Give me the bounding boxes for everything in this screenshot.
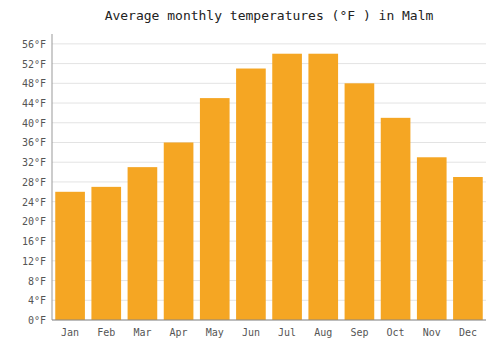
x-tick-label: Nov xyxy=(423,327,441,338)
y-tick-label: 28°F xyxy=(22,177,46,188)
y-tick-label: 48°F xyxy=(22,78,46,89)
bar xyxy=(345,83,375,320)
x-tick-label: Feb xyxy=(97,327,115,338)
x-axis: Jan Feb Mar Apr May Jun Jul Aug Sep Oct Nov Dec xyxy=(52,320,486,338)
bar xyxy=(417,157,447,320)
bar xyxy=(128,167,158,320)
grid-line xyxy=(52,103,486,104)
x-axis-line xyxy=(52,320,486,321)
y-tick-label: 12°F xyxy=(22,256,46,267)
bar xyxy=(164,142,194,320)
x-tick-label: Sep xyxy=(350,327,368,338)
bar xyxy=(272,54,302,320)
y-tick-label: 40°F xyxy=(22,118,46,129)
y-tick-label: 56°F xyxy=(22,39,46,50)
bar xyxy=(453,177,483,320)
grid-line xyxy=(52,63,486,64)
y-tick-label: 32°F xyxy=(22,157,46,168)
x-tick-label: Jun xyxy=(242,327,260,338)
bar xyxy=(55,192,85,320)
x-tick-label: Aug xyxy=(314,327,332,338)
y-tick-label: 52°F xyxy=(22,59,46,70)
bar xyxy=(200,98,230,320)
x-tick-label: Oct xyxy=(387,327,405,338)
x-tick-label: Jul xyxy=(278,327,296,338)
grid-line xyxy=(52,43,486,44)
x-tick-label: Dec xyxy=(459,327,477,338)
grid-line xyxy=(52,320,486,321)
grid-line xyxy=(52,122,486,123)
x-tick-label: Apr xyxy=(170,327,188,338)
y-tick-label: 36°F xyxy=(22,137,46,148)
x-tick-label: May xyxy=(206,327,224,338)
y-tick-label: 16°F xyxy=(22,236,46,247)
bar xyxy=(236,69,266,320)
y-axis-line xyxy=(52,34,53,320)
title: Average monthly temperatures (°F ) in Ma… xyxy=(105,8,434,23)
y-tick-label: 44°F xyxy=(22,98,46,109)
y-axis: 0°F 4°F 8°F 12°F 16°F 20°F 24°F 28°F 32°F 36°F 40°… xyxy=(22,34,52,326)
chart-svg: Average monthly temperatures (°F ) in Ma… xyxy=(0,0,500,350)
bars xyxy=(55,54,482,320)
y-tick-label: 4°F xyxy=(28,295,46,306)
y-tick-label: 8°F xyxy=(28,276,46,287)
y-tick-label: 0°F xyxy=(28,315,46,326)
bar xyxy=(308,54,338,320)
y-tick-label: 24°F xyxy=(22,197,46,208)
grid-line xyxy=(52,142,486,143)
grid xyxy=(52,44,486,320)
bar xyxy=(91,187,121,320)
bar xyxy=(381,118,411,320)
x-tick-label: Mar xyxy=(133,327,151,338)
y-tick-label: 20°F xyxy=(22,216,46,227)
chart-container: Average monthly temperatures (°F ) in Ma… xyxy=(0,0,500,350)
x-tick-label: Jan xyxy=(61,327,79,338)
grid-line xyxy=(52,83,486,84)
